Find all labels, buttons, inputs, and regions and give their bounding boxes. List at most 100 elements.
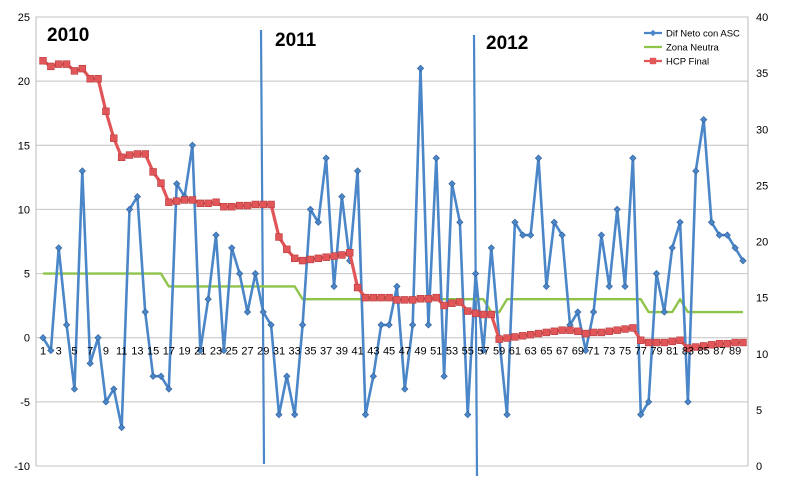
data-point bbox=[393, 282, 401, 291]
x-axis-tick-label: 87 bbox=[713, 346, 725, 358]
data-point bbox=[117, 153, 126, 162]
data-point bbox=[715, 231, 724, 239]
left-axis-tick-label: 10 bbox=[18, 204, 30, 216]
left-axis-ticks: -10 -5 0 5 10 15 20 25 bbox=[14, 12, 30, 473]
data-point bbox=[251, 200, 260, 209]
data-point bbox=[314, 254, 322, 263]
data-point bbox=[39, 334, 47, 342]
left-axis-tick-label: 0 bbox=[24, 333, 30, 345]
data-point bbox=[464, 307, 472, 315]
data-point bbox=[526, 330, 535, 339]
data-point bbox=[196, 346, 204, 355]
x-axis-tick-label: 57 bbox=[477, 346, 489, 358]
x-axis-tick-label: 75 bbox=[619, 346, 631, 358]
data-point bbox=[676, 218, 684, 226]
x-axis-tick-label: 51 bbox=[430, 346, 442, 358]
data-point bbox=[558, 326, 566, 334]
data-point bbox=[133, 192, 142, 201]
data-point bbox=[110, 134, 118, 142]
series-hcp-final bbox=[39, 57, 747, 352]
x-axis-tick-label: 41 bbox=[351, 346, 363, 358]
x-axis-tick-label: 11 bbox=[116, 346, 127, 358]
right-axis-tick-label: 35 bbox=[756, 68, 768, 80]
data-point bbox=[212, 198, 220, 206]
data-point bbox=[188, 141, 197, 149]
data-point bbox=[385, 321, 393, 329]
data-point bbox=[141, 150, 149, 158]
data-point bbox=[102, 107, 110, 115]
data-point bbox=[534, 154, 543, 162]
data-point bbox=[440, 301, 448, 310]
data-point bbox=[228, 244, 236, 252]
x-axis-tick-label: 13 bbox=[131, 346, 143, 358]
data-point bbox=[637, 411, 645, 419]
x-axis-tick-label: 45 bbox=[383, 346, 395, 358]
data-point bbox=[173, 197, 181, 205]
data-point bbox=[47, 346, 55, 355]
data-point bbox=[125, 151, 134, 159]
data-point bbox=[94, 75, 102, 83]
data-point bbox=[519, 231, 527, 239]
data-point bbox=[361, 293, 370, 302]
legend-marker bbox=[649, 29, 657, 37]
series-layer bbox=[39, 57, 747, 432]
data-point bbox=[275, 411, 283, 419]
data-point bbox=[259, 200, 267, 209]
data-point bbox=[629, 324, 637, 332]
data-point bbox=[684, 344, 692, 352]
data-point bbox=[464, 411, 472, 419]
right-axis-tick-label: 10 bbox=[756, 349, 768, 361]
data-point bbox=[188, 196, 197, 204]
data-point bbox=[141, 308, 149, 316]
right-axis-tick-label: 0 bbox=[756, 461, 762, 473]
data-point bbox=[39, 57, 47, 65]
x-axis-tick-label: 15 bbox=[147, 346, 159, 358]
legend-label: Dif Neto con ASC bbox=[666, 29, 740, 40]
data-point bbox=[47, 62, 55, 71]
data-point bbox=[542, 282, 550, 291]
data-point bbox=[424, 321, 433, 329]
data-point bbox=[739, 338, 747, 347]
data-point bbox=[416, 295, 425, 303]
data-point bbox=[346, 249, 354, 257]
year-divider-line bbox=[472, 34, 479, 477]
data-point bbox=[692, 343, 700, 351]
data-point bbox=[110, 385, 118, 393]
x-axis-tick-label: 1 bbox=[40, 346, 46, 358]
data-point bbox=[432, 293, 440, 302]
legend-marker bbox=[649, 57, 657, 65]
data-point bbox=[660, 338, 669, 347]
data-point bbox=[542, 328, 551, 337]
data-point bbox=[180, 196, 189, 204]
data-point bbox=[440, 372, 448, 380]
data-point bbox=[338, 251, 346, 259]
left-axis-tick-label: 15 bbox=[18, 140, 30, 152]
data-point bbox=[707, 341, 716, 349]
right-axis-ticks: 0 5 10 15 20 25 30 35 40 bbox=[756, 12, 768, 473]
data-point bbox=[94, 334, 102, 342]
x-axis-tick-label: 71 bbox=[587, 346, 599, 358]
x-axis-tick-label: 69 bbox=[572, 346, 584, 358]
data-point bbox=[86, 359, 94, 367]
data-point bbox=[149, 372, 157, 380]
data-point bbox=[503, 334, 511, 342]
data-point bbox=[204, 199, 212, 208]
x-axis-tick-label: 79 bbox=[650, 346, 662, 358]
x-axis-tick-label: 61 bbox=[509, 346, 521, 358]
data-point bbox=[471, 309, 480, 318]
data-point bbox=[715, 339, 724, 348]
x-axis-tick-label: 73 bbox=[603, 346, 615, 358]
data-point bbox=[401, 296, 409, 304]
x-axis-tick-label: 85 bbox=[698, 346, 710, 358]
data-point bbox=[78, 64, 87, 73]
data-point bbox=[597, 231, 606, 239]
right-axis-tick-label: 25 bbox=[756, 180, 768, 192]
data-point bbox=[652, 338, 661, 347]
data-point bbox=[660, 308, 668, 316]
data-point bbox=[314, 218, 322, 226]
x-axis-tick-label: 27 bbox=[241, 346, 253, 358]
data-point bbox=[409, 321, 417, 329]
data-point bbox=[448, 180, 456, 188]
data-point bbox=[251, 269, 259, 278]
